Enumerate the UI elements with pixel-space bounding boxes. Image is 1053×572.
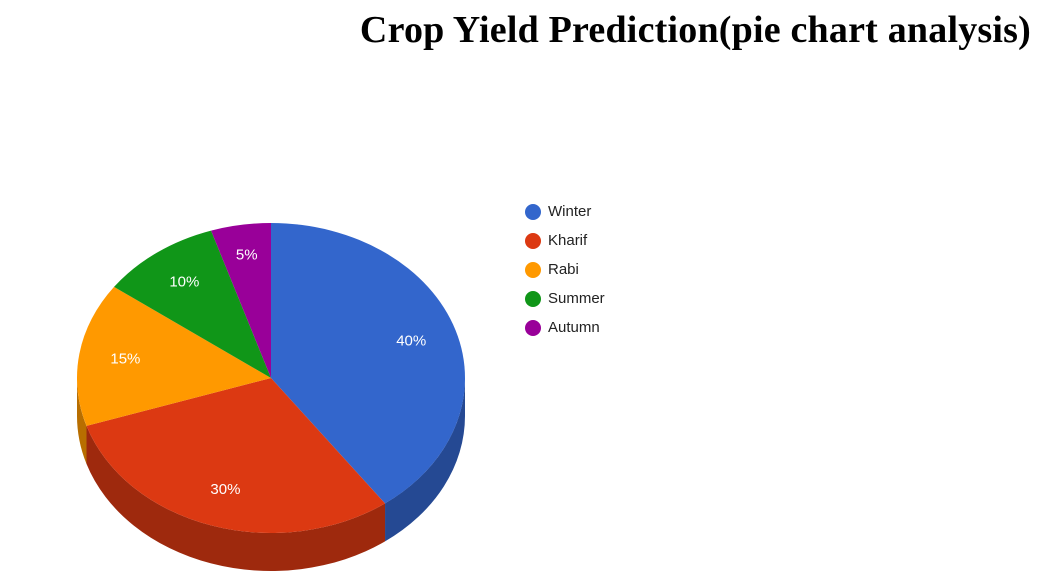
slice-label-rabi: 15%: [110, 351, 140, 368]
pie-slice-summer[interactable]: [114, 230, 271, 378]
page-title: Crop Yield Prediction(pie chart analysis…: [359, 9, 1031, 51]
legend-marker-summer: [525, 291, 541, 307]
legend-item-kharif[interactable]: Kharif: [525, 232, 588, 249]
legend-marker-winter: [525, 204, 541, 220]
pie-labels-layer: 40% 30% 15% 10% 5%: [110, 246, 426, 498]
pie-slice-kharif[interactable]: [86, 378, 386, 534]
slice-label-kharif: 30%: [210, 481, 240, 498]
chart-legend: Winter Kharif Rabi Summer Autumn: [525, 203, 605, 336]
pie-side-rabi: [77, 378, 87, 464]
pie-slices-layer: [76, 223, 465, 534]
legend-label-kharif: Kharif: [548, 232, 588, 249]
legend-marker-autumn: [525, 320, 541, 336]
pie-slice-autumn[interactable]: [211, 223, 271, 378]
pie-slice-winter[interactable]: [271, 223, 465, 504]
legend-item-autumn[interactable]: Autumn: [525, 319, 600, 336]
pie-depth-layer: [77, 378, 465, 571]
legend-item-rabi[interactable]: Rabi: [525, 261, 579, 278]
legend-item-summer[interactable]: Summer: [525, 290, 605, 307]
legend-marker-rabi: [525, 262, 541, 278]
slice-label-autumn: 5%: [236, 246, 258, 263]
pie-side-winter: [385, 378, 465, 542]
pie-side-kharif: [86, 425, 386, 571]
pie-slice-rabi[interactable]: [76, 286, 271, 426]
legend-label-autumn: Autumn: [548, 319, 600, 336]
legend-marker-kharif: [525, 233, 541, 249]
legend-label-winter: Winter: [548, 203, 591, 220]
slice-label-winter: 40%: [396, 333, 426, 350]
slice-label-summer: 10%: [169, 274, 199, 291]
legend-label-summer: Summer: [548, 290, 605, 307]
legend-item-winter[interactable]: Winter: [525, 203, 591, 220]
legend-label-rabi: Rabi: [548, 261, 579, 278]
